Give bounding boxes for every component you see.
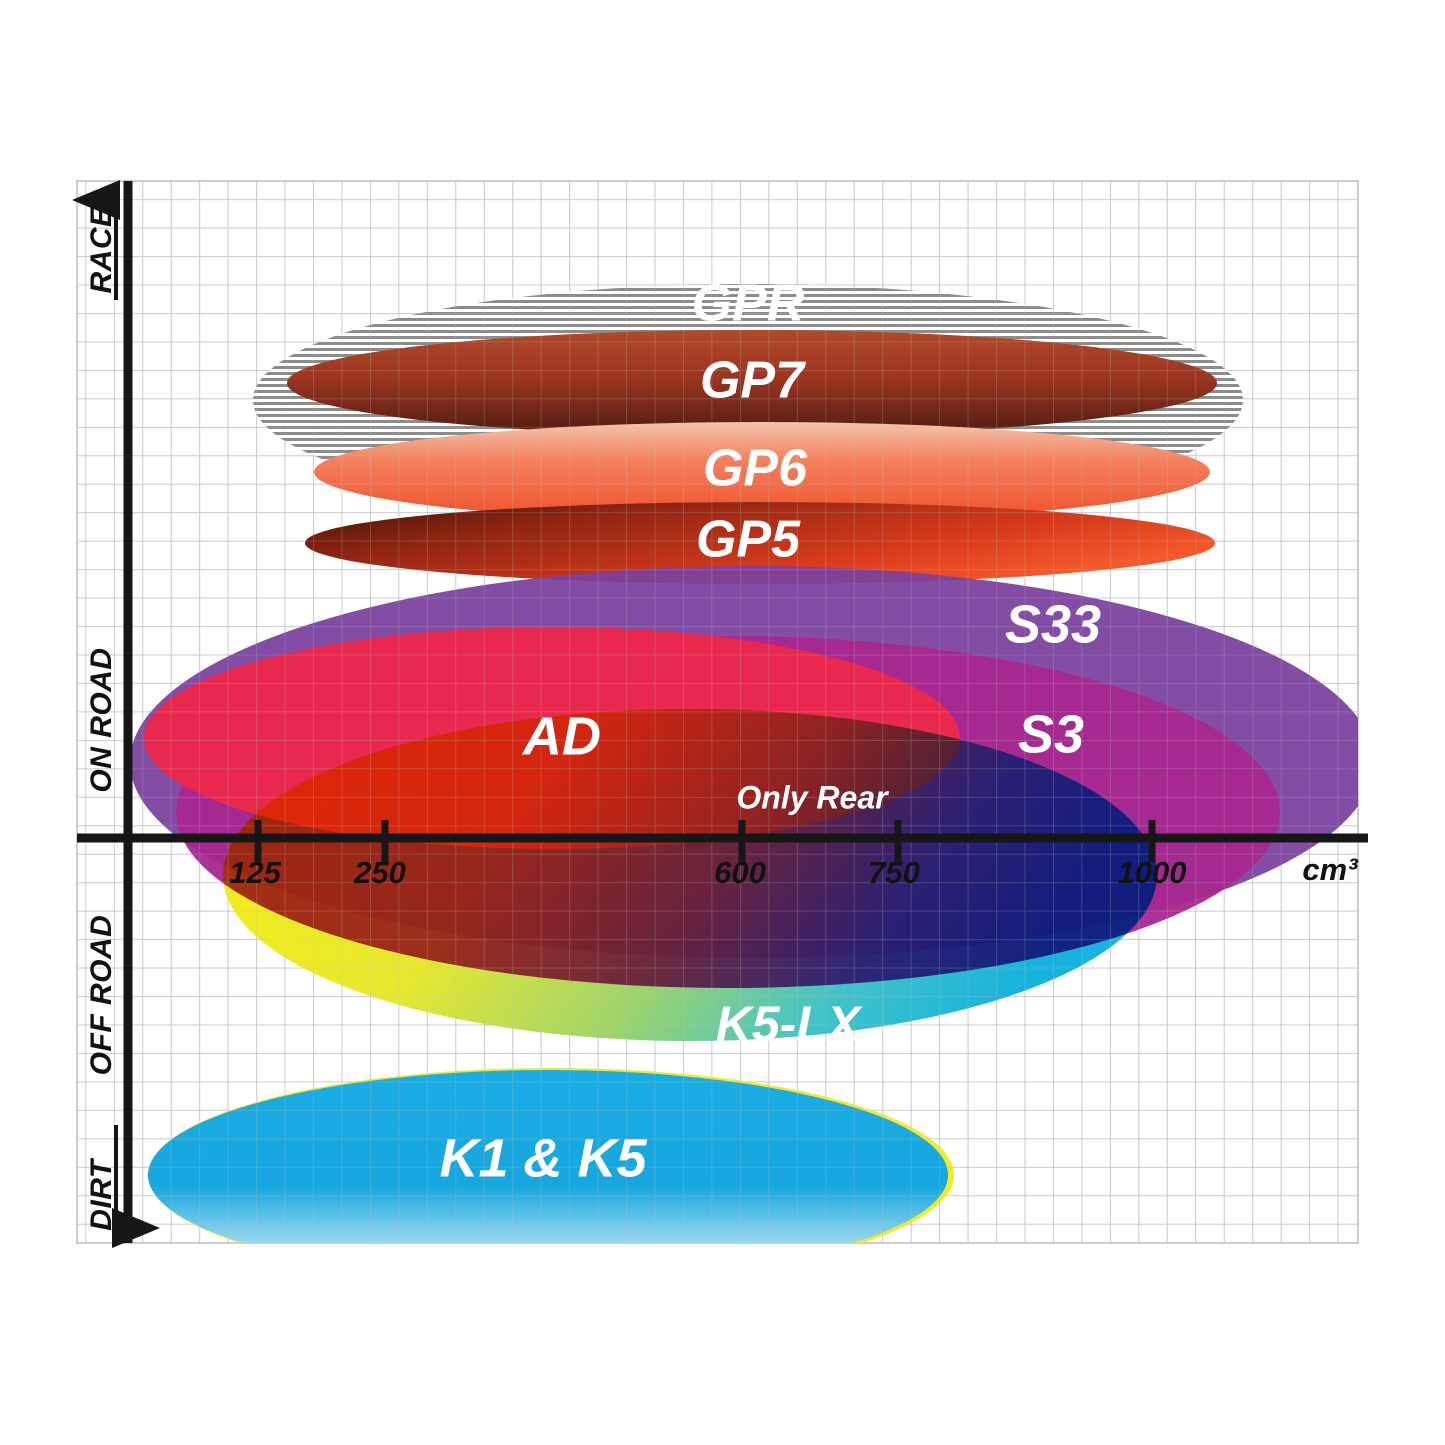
- label-gp7: GP7: [700, 352, 806, 410]
- y-category-on-road: ON ROAD: [85, 647, 118, 792]
- y-category-dirt: DIRT: [85, 1157, 118, 1231]
- label-k1k5: K1 & K5: [439, 1128, 647, 1188]
- x-tick-label-1000: 1000: [1118, 855, 1187, 890]
- y-category-off-road: OFF ROAD: [85, 915, 118, 1076]
- label-ad: AD: [521, 706, 601, 766]
- label-gpr: GPR: [692, 275, 805, 333]
- label-gp5: GP5: [696, 511, 801, 569]
- label-k5lx: K5-LX: [716, 996, 863, 1052]
- x-tick-label-600: 600: [714, 855, 766, 890]
- label-gp6: GP6: [703, 440, 808, 498]
- x-tick-label-250: 250: [353, 855, 406, 890]
- x-axis-unit-label: cm³: [1302, 852, 1358, 887]
- axes: [72, 180, 1368, 1248]
- x-axis-ticks: [254, 820, 1156, 862]
- x-tick-label-125: 125: [229, 855, 281, 890]
- annotation-only-rear: Only Rear: [736, 779, 889, 815]
- grid-overlay: [77, 181, 1358, 1243]
- y-category-race: RACE: [85, 206, 118, 293]
- label-s33: S33: [1005, 594, 1101, 654]
- label-s3: S3: [1018, 704, 1084, 764]
- x-tick-label-750: 750: [868, 855, 920, 890]
